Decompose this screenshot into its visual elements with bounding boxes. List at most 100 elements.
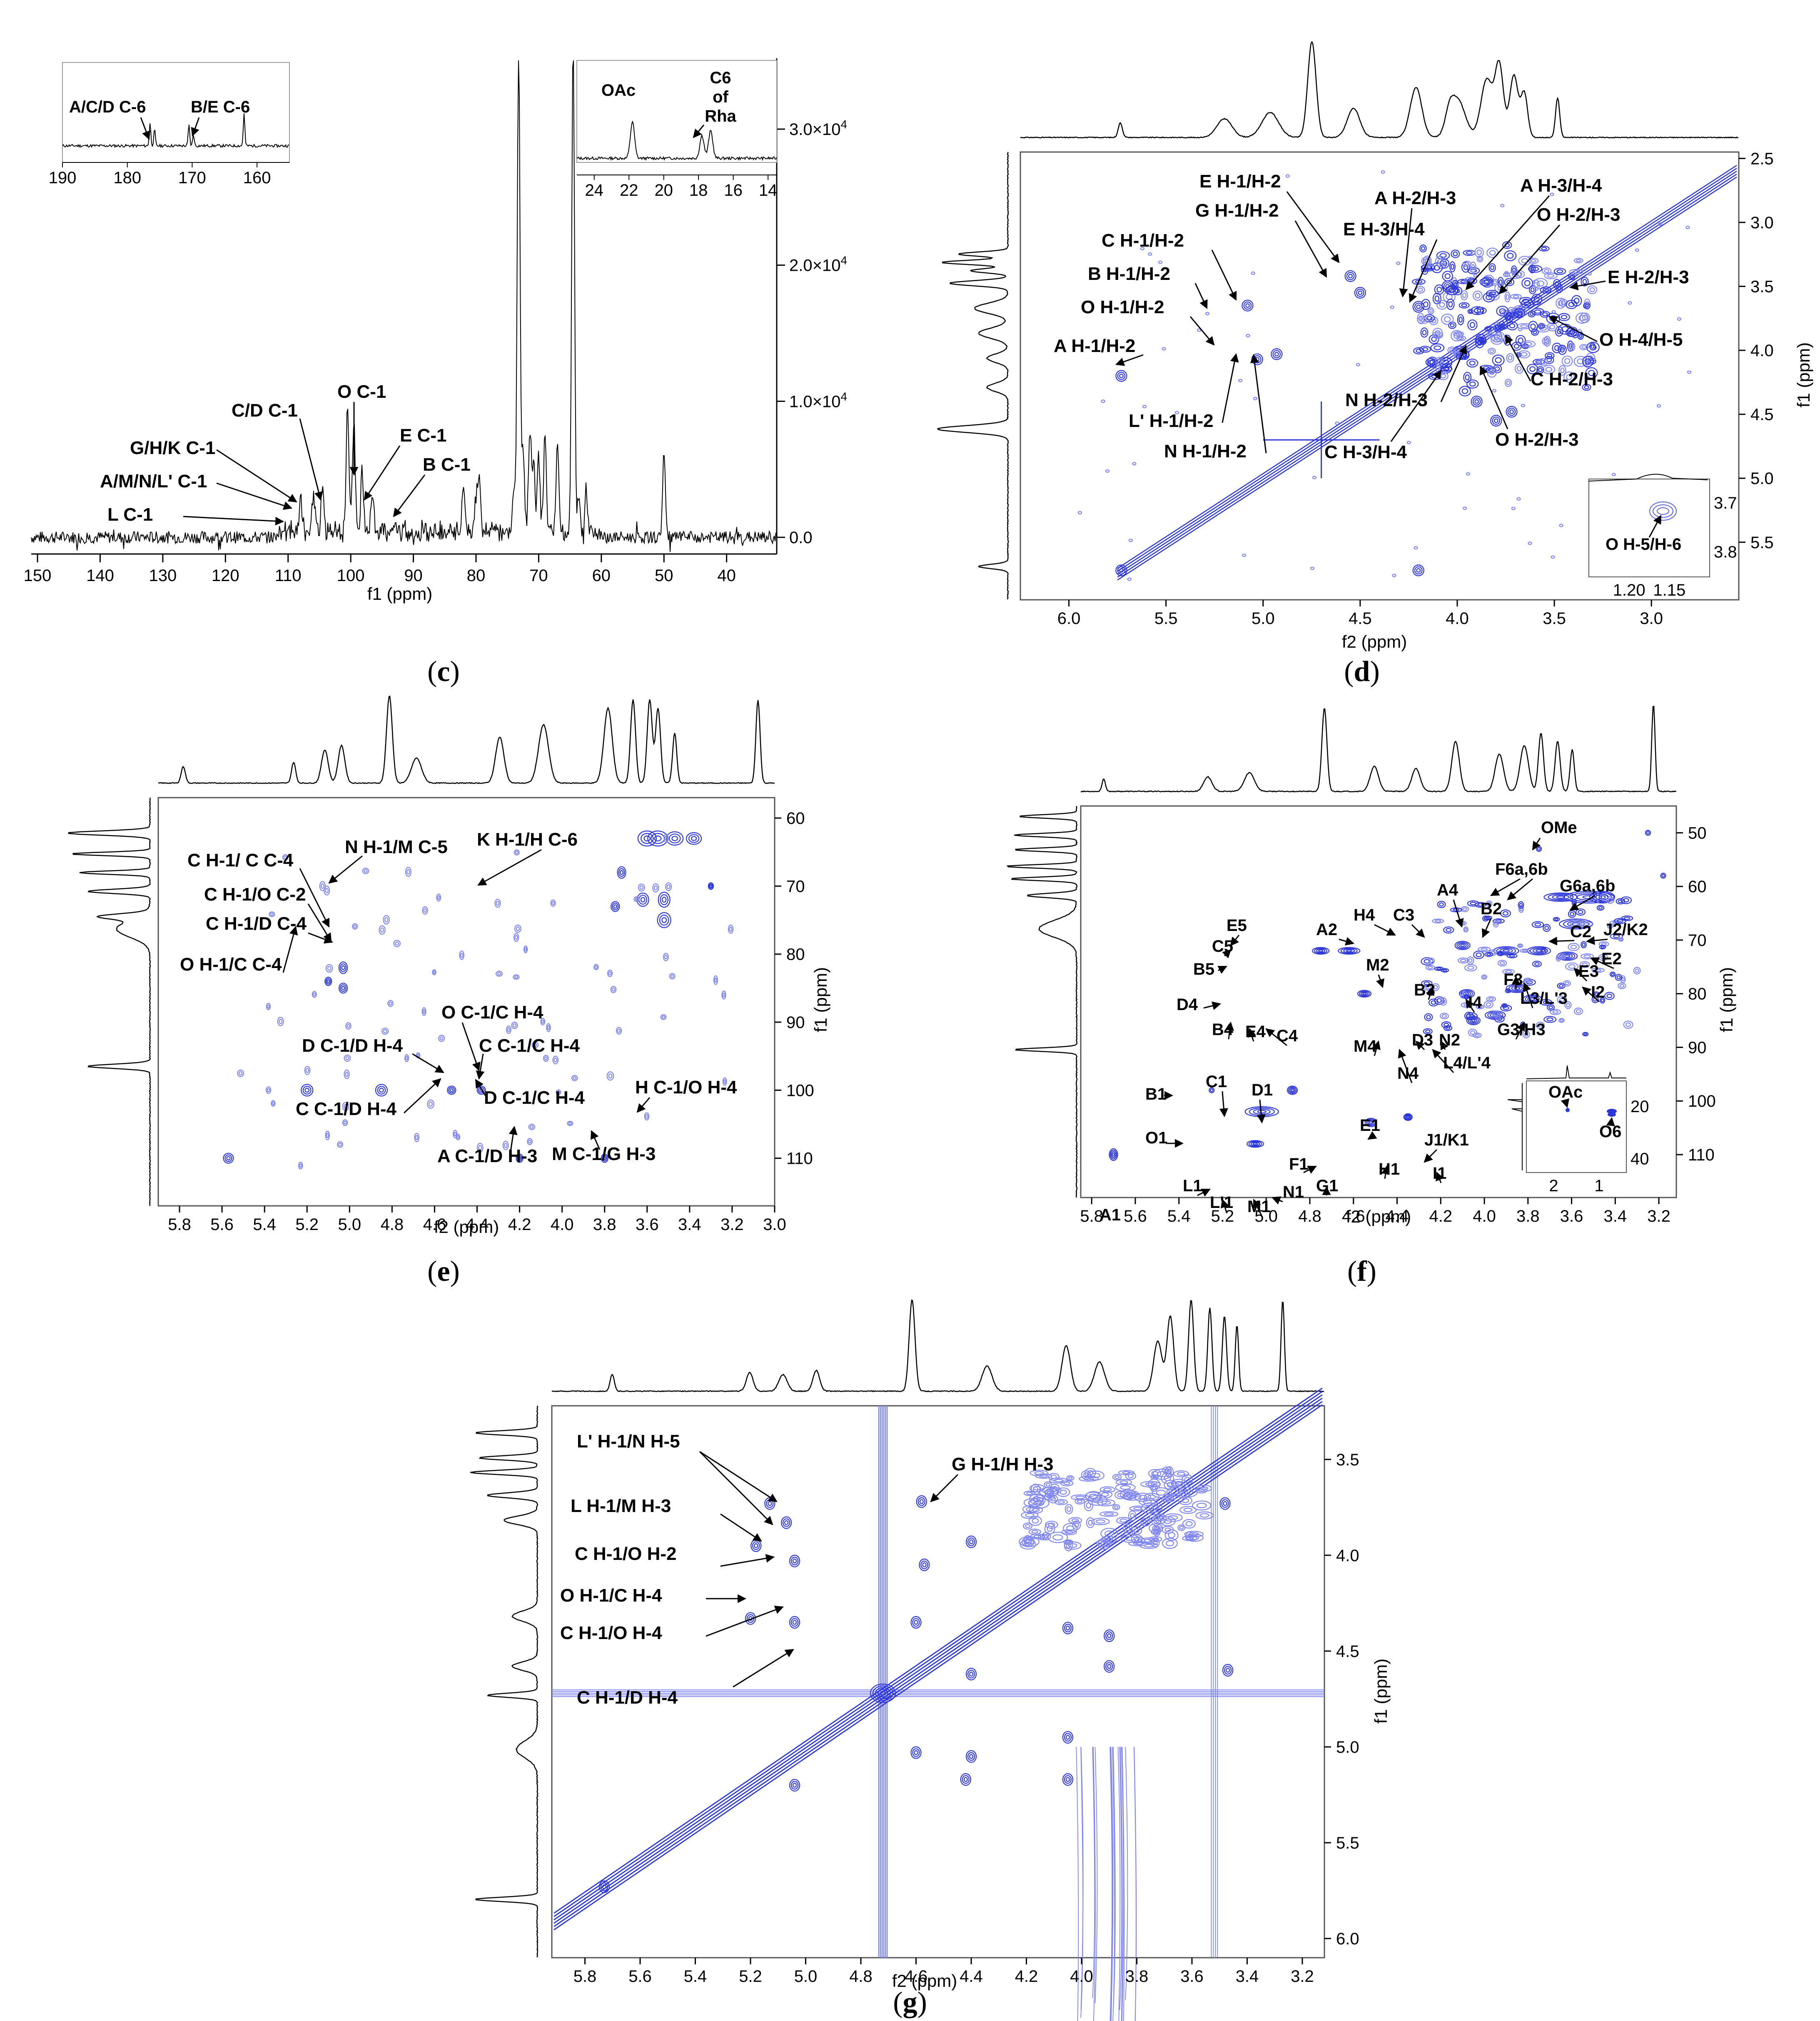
- c-y-tick-label: 2.0×104: [789, 254, 847, 275]
- contour-peak: [541, 1019, 544, 1024]
- contour-peak: [606, 1071, 614, 1081]
- contour-peak: [1589, 287, 1595, 292]
- contour-peak: [1596, 905, 1605, 911]
- contour-peak: [1338, 947, 1361, 955]
- contour-peak: [1488, 347, 1496, 355]
- contour-peak: [1085, 1491, 1102, 1502]
- streak: [1125, 1747, 1128, 2000]
- x-tick-label: 4.5: [1349, 609, 1372, 628]
- contour-peak: [1538, 368, 1543, 372]
- contour-peak: [612, 903, 619, 911]
- contour-peak: [1432, 332, 1444, 339]
- contour-peak: [875, 1687, 891, 1699]
- contour-peak: [1661, 874, 1665, 878]
- contour-peak: [1553, 268, 1566, 275]
- contour-peak: [1550, 1009, 1561, 1015]
- f-arrow: [1482, 918, 1492, 938]
- contour-peak: [267, 1004, 270, 1009]
- contour-peak: [1540, 999, 1553, 1006]
- contour-peak: [1591, 344, 1595, 349]
- g-y-ticks: 3.5 4.0 4.5 5.0 5.5 6.0: [1324, 1451, 1359, 1948]
- contour-peak: [789, 1779, 800, 1792]
- contour-peak: [327, 966, 332, 971]
- d-inset-ticks: 1.20 1.15 3.7 3.8: [1613, 494, 1737, 599]
- f-label: F6a,6b: [1495, 860, 1548, 878]
- contour-peak: [1521, 340, 1536, 348]
- f-arrow: [1411, 924, 1425, 938]
- contour-peak: [1575, 908, 1586, 916]
- contour-peak: [1189, 1532, 1199, 1536]
- contour-peak: [1423, 1028, 1433, 1035]
- c-x-tick-label: 120: [212, 566, 239, 585]
- svg-text:O H-2/H-3: O H-2/H-3: [1495, 429, 1578, 450]
- contour-peak: [1594, 968, 1602, 972]
- f-arrow: [1272, 1196, 1283, 1205]
- x-tick-label: 4.4: [466, 1215, 489, 1234]
- contour-peak: [1033, 1495, 1046, 1505]
- contour-peak: [1496, 947, 1516, 955]
- contour-peak: [790, 1781, 799, 1790]
- contour-peak: [327, 979, 330, 983]
- diagonal-contour: [553, 1401, 1323, 1927]
- c-annotation-arrows: [183, 402, 426, 526]
- streak: [1093, 1747, 1096, 2021]
- svg-text:D C-1/C H-4: D C-1/C H-4: [484, 1088, 585, 1108]
- contour-peak: [1614, 918, 1626, 924]
- contour-peak: [669, 973, 676, 980]
- contour-peak: [1486, 901, 1493, 907]
- contour-peak: [511, 1021, 518, 1029]
- contour-peak: [1583, 922, 1590, 926]
- f-arrow: [1582, 986, 1600, 1003]
- contour-peak: [1314, 948, 1328, 954]
- carbon-spectrum-trace: [31, 60, 777, 552]
- x-tick-label: 5.4: [1167, 1207, 1191, 1225]
- x-tick-label: 4.8: [849, 1967, 873, 1986]
- contour-peak: [1179, 1506, 1197, 1514]
- contour-peak: [552, 1055, 558, 1065]
- contour-peak: [708, 882, 714, 890]
- contour-peak: [1174, 411, 1179, 414]
- x-tick-label: 5.6: [210, 1215, 234, 1234]
- contour-peak: [1471, 395, 1483, 408]
- contour-peak: [556, 1089, 561, 1095]
- contour-peak: [1522, 1030, 1530, 1038]
- contour-peak: [1064, 1775, 1072, 1784]
- d-inset-arrow: [1648, 515, 1662, 538]
- g-y-axis-title: f1 (ppm): [1371, 1659, 1391, 1724]
- f-annotations: OMe F6a,6b G6a,6b A4 B2 H4 C3 C2 J2/K2 A2 E5 C5 B5 E2…: [1099, 818, 1648, 1224]
- contour-peak: [497, 972, 501, 976]
- contour-peak: [1153, 1518, 1159, 1524]
- contour-peak: [1272, 350, 1281, 359]
- contour-peak: [1476, 1005, 1484, 1009]
- contour-peak: [1065, 1530, 1073, 1534]
- contour-peak: [1045, 1521, 1058, 1529]
- contour-peak: [1050, 1496, 1056, 1502]
- contour-peak: [914, 1750, 918, 1755]
- f-label: H1: [1379, 1160, 1400, 1178]
- contour-peak: [1488, 997, 1494, 1001]
- c-label-amnl-c1: A/M/N/L' C-1: [100, 471, 207, 492]
- contour-peak: [1518, 901, 1524, 909]
- contour-peak: [1506, 953, 1518, 958]
- contour-peak: [1528, 265, 1543, 273]
- contour-peak: [721, 990, 726, 1000]
- contour-peak: [305, 1068, 309, 1073]
- contour-peak: [1030, 1534, 1045, 1539]
- contour-peak: [1248, 1141, 1262, 1147]
- contour-peak: [1456, 332, 1462, 336]
- contour-peak: [1462, 907, 1467, 911]
- contour-peak: [1506, 280, 1512, 284]
- contour-peak: [1534, 309, 1541, 314]
- contour-peak: [1152, 1505, 1159, 1510]
- inset-tick-label: 22: [620, 181, 638, 200]
- contour-peak: [453, 1130, 458, 1138]
- contour-peak: [319, 881, 326, 891]
- contour-peak: [789, 1554, 800, 1567]
- contour-peak: [784, 1520, 789, 1525]
- contour-peak: [658, 891, 671, 908]
- f-inset-frame: [1526, 1080, 1627, 1173]
- contour-peak: [1489, 250, 1496, 256]
- streak: [1121, 1747, 1124, 2021]
- contour-peak: [1506, 353, 1514, 363]
- contour-peak: [1461, 290, 1468, 301]
